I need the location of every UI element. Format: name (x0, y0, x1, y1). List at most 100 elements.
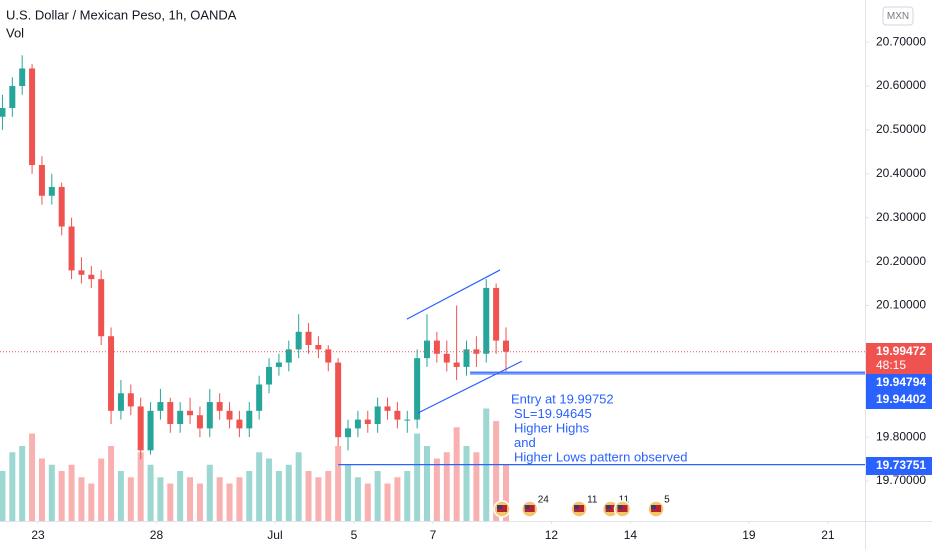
y-tick-label: 20.30000 (876, 210, 926, 224)
candle-body (196, 415, 203, 429)
annotation-line: Higher Highs (514, 420, 590, 435)
y-tick-label: 20.60000 (876, 78, 926, 92)
currency-button[interactable] (882, 6, 914, 26)
event-flag-canton (574, 505, 580, 509)
volume-bar (108, 446, 115, 521)
candle-body (0, 107, 6, 117)
candle-body (127, 393, 134, 407)
price-tag (866, 343, 932, 375)
x-tick-label: 19 (742, 528, 756, 542)
candle-body (394, 410, 401, 420)
volume-bar (414, 433, 421, 521)
volume-label: Vol (6, 25, 24, 40)
candle-body (167, 402, 174, 424)
volume-bar (285, 464, 292, 521)
candle-body (98, 279, 105, 337)
volume-bar (226, 483, 233, 521)
price-tag (866, 457, 932, 475)
candle-body (443, 353, 450, 363)
x-tick-label: 14 (624, 528, 638, 542)
candle-body (38, 165, 45, 196)
x-tick-label: 12 (545, 528, 559, 542)
price-tag (866, 391, 932, 409)
volume-bar (502, 464, 509, 521)
candle-body (177, 410, 184, 424)
volume-bar (463, 446, 470, 521)
annotation-line: Higher Lows pattern observed (514, 449, 687, 464)
volume-bar (354, 477, 361, 521)
candle-body (58, 186, 65, 227)
volume-bar (345, 464, 352, 521)
volume-bar (137, 452, 144, 521)
volume-bar (88, 483, 95, 521)
volume-bar (394, 477, 401, 521)
candle-body (157, 402, 164, 411)
volume-bar (68, 464, 75, 521)
candle-body (68, 226, 75, 271)
candle-body (88, 274, 95, 280)
annotation-line: Entry at 19.99752 (511, 391, 614, 406)
x-tick-label: 21 (821, 528, 835, 542)
x-tick-label: 28 (150, 528, 164, 542)
volume-bar (295, 452, 302, 521)
volume-bar (9, 452, 16, 521)
volume-bar (275, 471, 282, 521)
candle-body (147, 410, 154, 451)
candle-body (19, 68, 26, 87)
event-label: 11 (619, 495, 630, 506)
volume-bar (246, 471, 253, 521)
candle-body (275, 362, 282, 367)
event-label: 24 (538, 495, 550, 506)
price-tag-label: 19.73751 (876, 458, 926, 472)
price-tag-label: 19.99472 (876, 344, 926, 358)
candle-body (493, 287, 500, 341)
y-tick-label: 19.80000 (876, 429, 926, 443)
candle-body (236, 419, 243, 429)
volume-bar (196, 483, 203, 521)
event-flag-canton (651, 505, 657, 509)
volume-bar (38, 458, 45, 521)
candle-body (502, 340, 509, 352)
candle-body (206, 402, 213, 429)
volume-bar (127, 477, 134, 521)
candle-body (246, 410, 253, 429)
candle-body (266, 366, 273, 385)
x-tick-label: Jul (267, 528, 282, 542)
candle-body (29, 68, 36, 166)
y-tick-label: 20.10000 (876, 298, 926, 312)
candle-body (78, 270, 85, 275)
volume-bar (374, 471, 381, 521)
candle-body (9, 86, 16, 108)
event-flag-canton (605, 505, 611, 509)
y-tick-label: 20.20000 (876, 254, 926, 268)
y-tick-label: 20.50000 (876, 122, 926, 136)
candle-body (374, 406, 381, 424)
candle-body (305, 331, 312, 345)
currency-label: MXN (887, 11, 909, 22)
candle-body (108, 336, 115, 411)
volume-bar (384, 483, 391, 521)
candle-body (414, 358, 421, 420)
annotation-line: SL=19.94645 (514, 406, 592, 421)
candle-body (325, 349, 332, 363)
volume-bar (236, 477, 243, 521)
volume-bar (48, 464, 55, 521)
candle-body (117, 393, 124, 411)
candle-body (345, 428, 352, 438)
volume-bar (78, 477, 85, 521)
volume-bar (493, 421, 500, 521)
volume-bar (157, 477, 164, 521)
event-flag-canton (524, 505, 530, 509)
candle-body (48, 186, 55, 196)
candle-body (404, 419, 411, 421)
volume-bar (315, 477, 322, 521)
volume-bar (98, 458, 105, 521)
x-tick-label: 5 (351, 528, 358, 542)
volume-bar (453, 427, 460, 521)
volume-bar (364, 483, 371, 521)
candle-body (483, 287, 490, 354)
event-label: 11 (587, 495, 598, 506)
volume-bar (256, 452, 263, 521)
